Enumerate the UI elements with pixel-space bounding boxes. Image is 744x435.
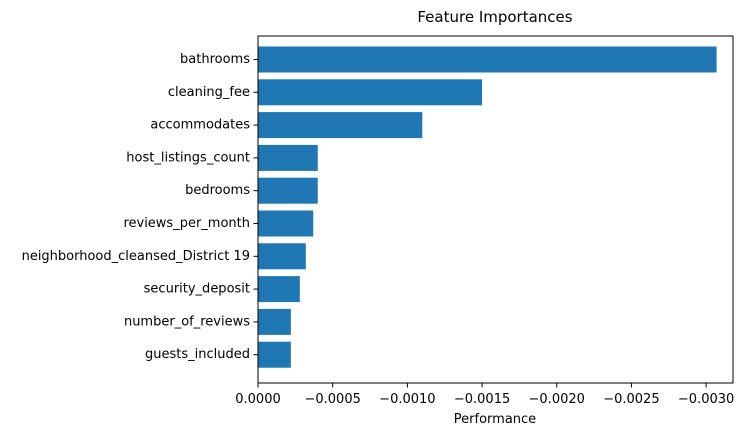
- bar-guests-included: [258, 341, 291, 368]
- bars-group: [258, 46, 717, 368]
- y-tick-label: cleaning_fee: [168, 85, 250, 100]
- y-tick-label: accommodates: [150, 118, 250, 133]
- y-tick-label: number_of_reviews: [124, 314, 250, 329]
- bar-host-listings-count: [258, 144, 318, 171]
- bar-accommodates: [258, 112, 423, 139]
- x-tick-label: −0.0005: [304, 392, 360, 407]
- x-tick-label: −0.0030: [678, 392, 734, 407]
- bar-security-deposit: [258, 276, 300, 303]
- x-tick-label: −0.0010: [379, 392, 435, 407]
- bar-bedrooms: [258, 177, 318, 204]
- x-tick-label: −0.0015: [454, 392, 510, 407]
- bar-cleaning-fee: [258, 79, 483, 106]
- plot-frame: [257, 35, 734, 384]
- y-tick-label: security_deposit: [144, 282, 250, 297]
- y-tick-label: bedrooms: [185, 183, 250, 198]
- bar-number-of-reviews: [258, 308, 291, 335]
- y-axis: bathrooms cleaning_fee accommodates host_li…: [22, 52, 258, 362]
- bar-reviews-per-month: [258, 210, 314, 237]
- x-tick-label: −0.0020: [529, 392, 585, 407]
- y-tick-label: bathrooms: [180, 52, 250, 67]
- x-axis-label: Performance: [454, 412, 536, 427]
- y-tick-label: neighborhood_cleansed_District 19: [22, 249, 250, 264]
- y-tick-label: host_listings_count: [126, 150, 250, 165]
- x-axis: 0.0000 −0.0005 −0.0010 −0.0015 −0.0020 −0.002…: [235, 383, 734, 407]
- x-tick-label: 0.0000: [235, 392, 281, 407]
- chart-title: Feature Importances: [417, 8, 572, 26]
- y-tick-label: guests_included: [145, 347, 250, 362]
- bar-bathrooms: [258, 46, 717, 73]
- bar-neighborhood-cleansed-district-19: [258, 243, 306, 270]
- x-tick-label: −0.0025: [603, 392, 659, 407]
- y-tick-label: reviews_per_month: [123, 216, 250, 231]
